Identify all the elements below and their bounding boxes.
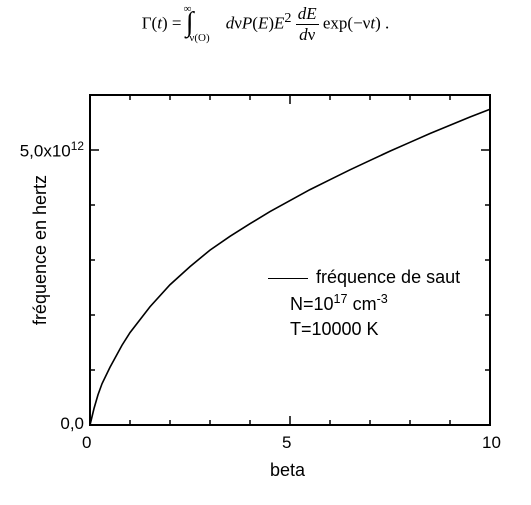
legend: fréquence de saut N=1017 cm-3 T=10000 K bbox=[268, 263, 460, 344]
legend-line: N=1017 cm-3 bbox=[268, 292, 460, 315]
legend-line: T=10000 K bbox=[268, 319, 460, 340]
x-tick-label: 10 bbox=[482, 433, 501, 453]
x-axis-label: beta bbox=[270, 460, 305, 481]
chart-area: fréquence en hertz beta 05100,05,0x1012 … bbox=[0, 75, 531, 505]
y-tick-label: 0,0 bbox=[60, 414, 84, 434]
y-axis-label: fréquence en hertz bbox=[30, 160, 51, 340]
equation: Γ(t) = ∫ν(O)∞ dνP(E)E2 dEdν exp(−νt) . bbox=[0, 4, 531, 45]
x-tick-label: 5 bbox=[282, 433, 291, 453]
y-tick-label: 5,0x1012 bbox=[20, 139, 84, 162]
x-tick-label: 0 bbox=[82, 433, 91, 453]
legend-series: fréquence de saut bbox=[268, 267, 460, 288]
